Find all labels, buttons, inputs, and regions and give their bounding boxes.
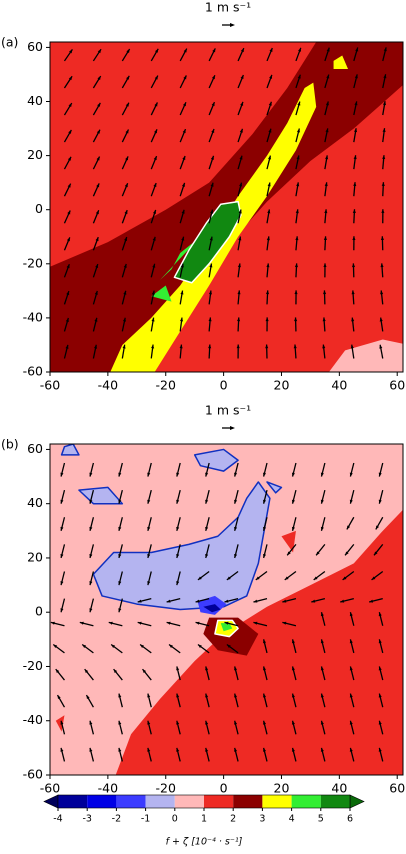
plot-area [44, 37, 406, 378]
colorbar-bin [175, 795, 204, 808]
y-tick-label: 60 [27, 441, 43, 456]
y-tick-label: 0 [35, 604, 43, 619]
colorbar-tick-label: 6 [347, 814, 353, 825]
plot-area [50, 444, 406, 780]
y-tick-label: 40 [27, 93, 43, 108]
colorbar-bin [292, 795, 321, 808]
colorbar-tick-label: 0 [172, 814, 178, 825]
colorbar-tick-label: -1 [141, 814, 150, 825]
quiver-key-label: 1 m s⁻¹ [205, 0, 251, 15]
colorbar-extension [44, 795, 58, 808]
colorbar-bin [233, 795, 262, 808]
x-tick-label: 20 [274, 378, 290, 393]
colorbar-bin [146, 795, 175, 808]
y-tick-label: 20 [27, 549, 43, 564]
x-tick-label: 40 [331, 378, 347, 393]
colorbar-tick-label: -4 [53, 814, 62, 825]
colorbar-bin [321, 795, 350, 808]
quiver-key-head [230, 23, 235, 27]
y-tick-label: -40 [23, 309, 43, 324]
y-tick-label: 40 [27, 495, 43, 510]
quiver-key-head [230, 426, 235, 430]
y-tick-label: 0 [35, 201, 43, 216]
y-tick-label: -20 [23, 255, 43, 270]
colorbar-bin [87, 795, 116, 808]
x-tick-label: -60 [40, 781, 60, 796]
colorbar-tick-label: -2 [112, 814, 121, 825]
x-tick-label: -20 [156, 781, 176, 796]
x-tick-label: -40 [98, 781, 118, 796]
y-tick-label: 20 [27, 147, 43, 162]
colorbar-extension [350, 795, 364, 808]
colorbar-bin [116, 795, 145, 808]
colorbar-tick-label: 4 [289, 814, 295, 825]
colorbar-tick-label: 1 [201, 814, 207, 825]
x-tick-label: -20 [156, 378, 176, 393]
x-tick-label: 40 [331, 781, 347, 796]
y-tick-label: -60 [23, 767, 43, 782]
x-tick-label: -60 [40, 378, 60, 393]
y-tick-label: -60 [23, 364, 43, 379]
x-tick-label: 60 [389, 378, 405, 393]
colorbar-tick-label: -3 [82, 814, 91, 825]
x-tick-label: 0 [220, 781, 228, 796]
colorbar-bin [204, 795, 233, 808]
colorbar-bin [58, 795, 87, 808]
colorbar-bin [262, 795, 291, 808]
quiver-key-label: 1 m s⁻¹ [205, 403, 251, 418]
colorbar-tick-label: 5 [318, 814, 324, 825]
y-tick-label: -20 [23, 658, 43, 673]
x-tick-label: 0 [220, 378, 228, 393]
colorbar-label: f + ζ [10⁻⁴ · s⁻¹] [166, 837, 243, 848]
panel-label: (b) [1, 437, 19, 452]
y-tick-label: 60 [27, 39, 43, 54]
panel-label: (a) [1, 35, 18, 50]
y-tick-label: -40 [23, 712, 43, 727]
x-tick-label: -40 [98, 378, 118, 393]
x-tick-label: 20 [274, 781, 290, 796]
colorbar-tick-label: 2 [230, 814, 236, 825]
x-tick-label: 60 [389, 781, 405, 796]
colorbar-tick-label: 3 [259, 814, 265, 825]
